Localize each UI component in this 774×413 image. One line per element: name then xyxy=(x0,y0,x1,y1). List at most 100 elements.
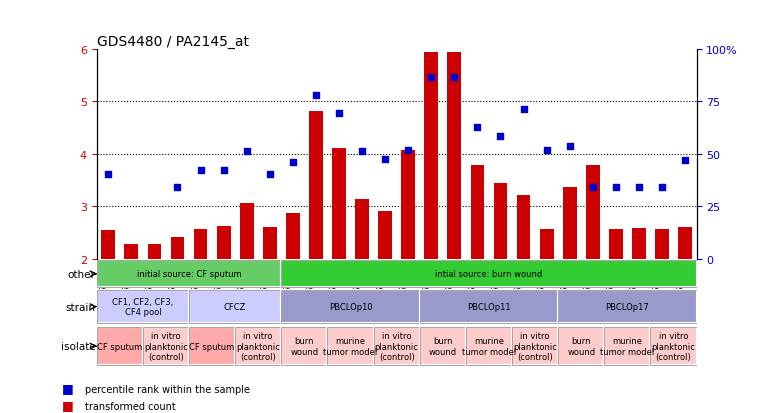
Point xyxy=(540,147,553,154)
Text: other: other xyxy=(67,269,96,279)
Bar xyxy=(189,291,281,323)
Bar xyxy=(420,291,558,323)
Bar xyxy=(466,327,512,366)
Bar xyxy=(194,230,207,259)
Bar xyxy=(374,327,420,366)
Bar xyxy=(650,327,697,366)
Bar xyxy=(558,327,604,366)
Bar xyxy=(263,228,277,259)
Bar xyxy=(586,166,600,259)
Bar xyxy=(281,291,420,323)
Text: PBCLOp17: PBCLOp17 xyxy=(605,302,649,311)
Text: murine
tumor model: murine tumor model xyxy=(601,337,655,356)
Point xyxy=(448,74,461,81)
Text: strain: strain xyxy=(66,302,96,312)
Bar xyxy=(632,228,646,259)
Bar xyxy=(604,327,650,366)
Point xyxy=(425,74,437,81)
Text: transformed count: transformed count xyxy=(85,401,176,411)
Bar xyxy=(286,214,300,259)
Bar xyxy=(101,230,115,259)
Point xyxy=(125,355,138,361)
Bar xyxy=(97,291,189,323)
Bar xyxy=(170,237,184,259)
Bar xyxy=(378,211,392,259)
Bar xyxy=(97,291,189,323)
Bar xyxy=(327,327,374,366)
Bar xyxy=(609,229,623,259)
Bar xyxy=(650,327,697,366)
Bar xyxy=(517,195,530,259)
Bar xyxy=(604,327,650,366)
Bar xyxy=(143,327,189,366)
Bar xyxy=(281,261,697,287)
Bar xyxy=(374,327,420,366)
Bar xyxy=(678,228,692,259)
Point xyxy=(241,149,253,155)
Text: burn
wound: burn wound xyxy=(567,337,595,356)
Bar xyxy=(424,53,438,259)
Bar xyxy=(148,244,161,259)
Bar xyxy=(512,327,558,366)
Bar xyxy=(355,199,369,259)
Point xyxy=(632,184,645,191)
Bar xyxy=(235,327,281,366)
Bar xyxy=(447,53,461,259)
Point xyxy=(264,171,276,178)
Bar xyxy=(401,150,415,259)
Bar xyxy=(97,261,281,287)
Text: murine
tumor model: murine tumor model xyxy=(462,337,516,356)
Point xyxy=(495,133,507,140)
Bar xyxy=(655,229,669,259)
Text: CF1, CF2, CF3,
CF4 pool: CF1, CF2, CF3, CF4 pool xyxy=(112,297,173,317)
Text: ■: ■ xyxy=(62,382,74,394)
Bar xyxy=(558,291,697,323)
Point xyxy=(286,159,299,166)
Point xyxy=(563,143,576,150)
Bar xyxy=(189,327,235,366)
Text: isolate: isolate xyxy=(61,341,96,351)
Point xyxy=(356,148,368,154)
Bar xyxy=(420,327,466,366)
Bar xyxy=(235,327,281,366)
Point xyxy=(517,107,529,113)
Text: GDS4480 / PA2145_at: GDS4480 / PA2145_at xyxy=(97,35,248,49)
Text: in vitro
planktonic
(control): in vitro planktonic (control) xyxy=(375,331,419,361)
Bar xyxy=(309,112,323,259)
Bar xyxy=(189,327,235,366)
Text: in vitro
planktonic
(control): in vitro planktonic (control) xyxy=(652,331,696,361)
Bar xyxy=(281,291,420,323)
Bar xyxy=(240,204,254,259)
Bar xyxy=(494,184,508,259)
Point xyxy=(587,184,599,191)
Point xyxy=(149,355,161,361)
Point xyxy=(402,147,414,154)
Text: murine
tumor model: murine tumor model xyxy=(324,337,378,356)
Bar xyxy=(97,327,143,366)
Text: percentile rank within the sample: percentile rank within the sample xyxy=(85,385,250,394)
Point xyxy=(310,93,322,99)
Text: ■: ■ xyxy=(62,398,74,411)
Text: CFCZ: CFCZ xyxy=(224,302,246,311)
Point xyxy=(102,172,115,178)
Bar xyxy=(189,291,281,323)
Point xyxy=(217,167,230,174)
Text: CF sputum: CF sputum xyxy=(190,342,235,351)
Bar xyxy=(281,261,697,287)
Bar xyxy=(558,291,697,323)
Bar xyxy=(281,327,327,366)
Point xyxy=(333,111,345,117)
Text: CF sputum: CF sputum xyxy=(98,342,142,351)
Point xyxy=(679,157,691,164)
Point xyxy=(610,184,622,191)
Text: PBCLOp11: PBCLOp11 xyxy=(467,302,511,311)
Point xyxy=(379,157,392,163)
Bar xyxy=(125,244,139,259)
Text: burn
wound: burn wound xyxy=(429,337,457,356)
Bar xyxy=(327,327,374,366)
Bar xyxy=(471,166,485,259)
Point xyxy=(471,124,484,131)
Text: in vitro
planktonic
(control): in vitro planktonic (control) xyxy=(144,331,188,361)
Text: intial source: burn wound: intial source: burn wound xyxy=(435,270,543,279)
Bar xyxy=(281,327,327,366)
